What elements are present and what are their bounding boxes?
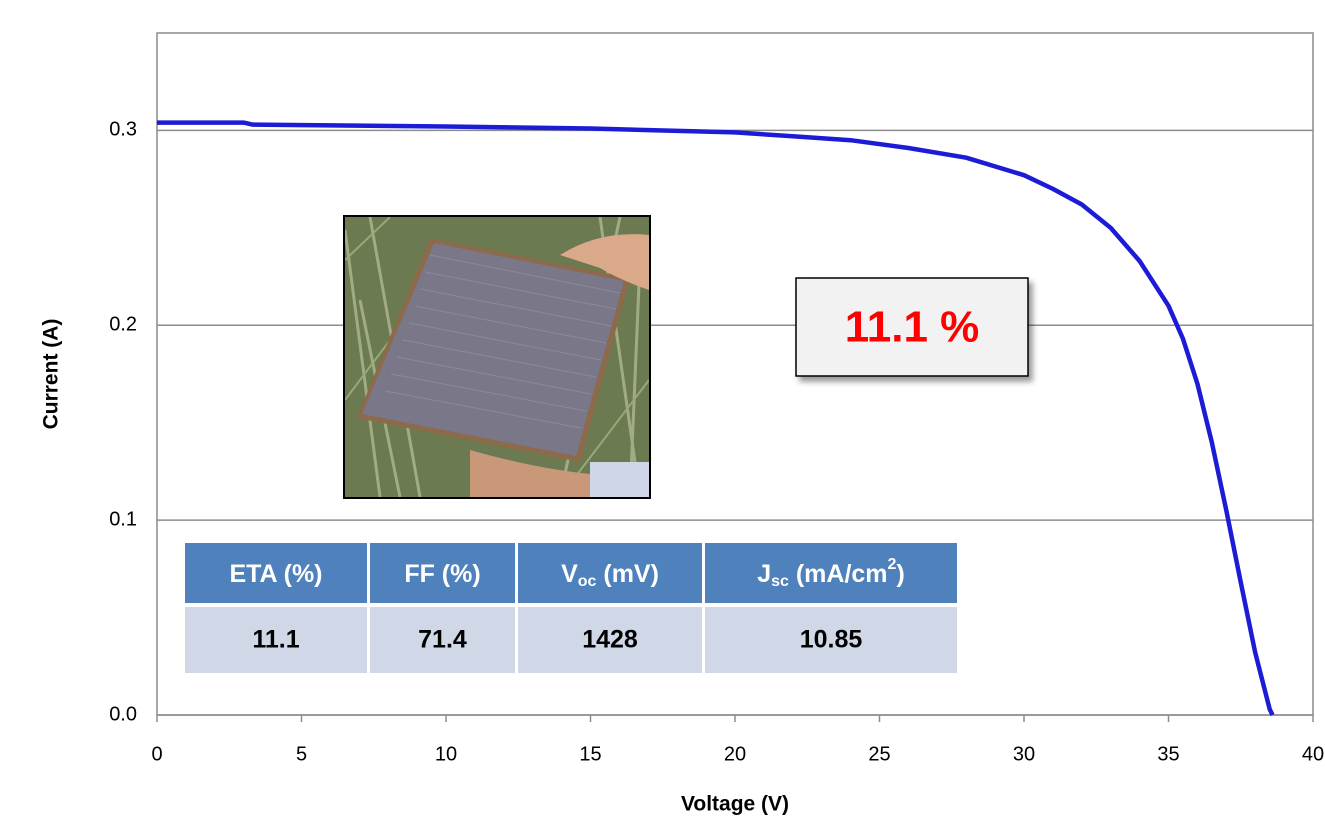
y-tick-label: 0.0: [109, 703, 137, 725]
header-text: ): [896, 560, 904, 588]
header-text: FF (%): [404, 560, 480, 588]
table-value: 10.85: [800, 626, 863, 654]
table-value: 11.1: [252, 626, 299, 654]
table-value: 71.4: [418, 626, 467, 654]
x-tick-label: 10: [435, 743, 457, 765]
photo: [343, 215, 651, 499]
chart: 11.1 % ETA (%) FF (%) Voc (mV) Jsc (mA/cm2)…: [0, 0, 1325, 822]
x-tick-label: 30: [1013, 743, 1035, 765]
y-axis-label: Current (A): [40, 319, 63, 430]
header-text: sc: [771, 573, 789, 590]
header-text: V: [561, 560, 578, 588]
x-tick-label: 20: [724, 743, 746, 765]
page: {"chart_data": {"type": "line", "x_label…: [0, 0, 1325, 822]
header-text: (mV): [596, 560, 659, 588]
x-tick-label: 15: [579, 743, 601, 765]
header-text: oc: [578, 573, 597, 590]
table-header: FF (%): [404, 560, 480, 588]
x-tick-label: 0: [151, 743, 162, 765]
y-tick-label: 0.1: [109, 508, 137, 530]
y-tick-label: 0.3: [109, 119, 137, 141]
header-text: 2: [888, 556, 897, 573]
x-tick-label: 25: [868, 743, 890, 765]
x-tick-label: 35: [1157, 743, 1179, 765]
x-tick-label: 5: [296, 743, 307, 765]
table-header: ETA (%): [229, 560, 322, 588]
table-header: Voc (mV): [561, 560, 659, 591]
header-text: ETA (%): [229, 560, 322, 588]
x-tick-label: 40: [1302, 743, 1324, 765]
table-value: 1428: [582, 626, 638, 654]
header-text: (mA/cm: [789, 560, 888, 588]
table: ETA (%) FF (%) Voc (mV) Jsc (mA/cm2) 11.1 71.…: [185, 543, 957, 673]
x-axis-label: Voltage (V): [681, 793, 789, 816]
y-tick-label: 0.2: [109, 314, 137, 336]
annotation: 11.1 %: [845, 303, 980, 352]
header-text: J: [757, 560, 771, 588]
